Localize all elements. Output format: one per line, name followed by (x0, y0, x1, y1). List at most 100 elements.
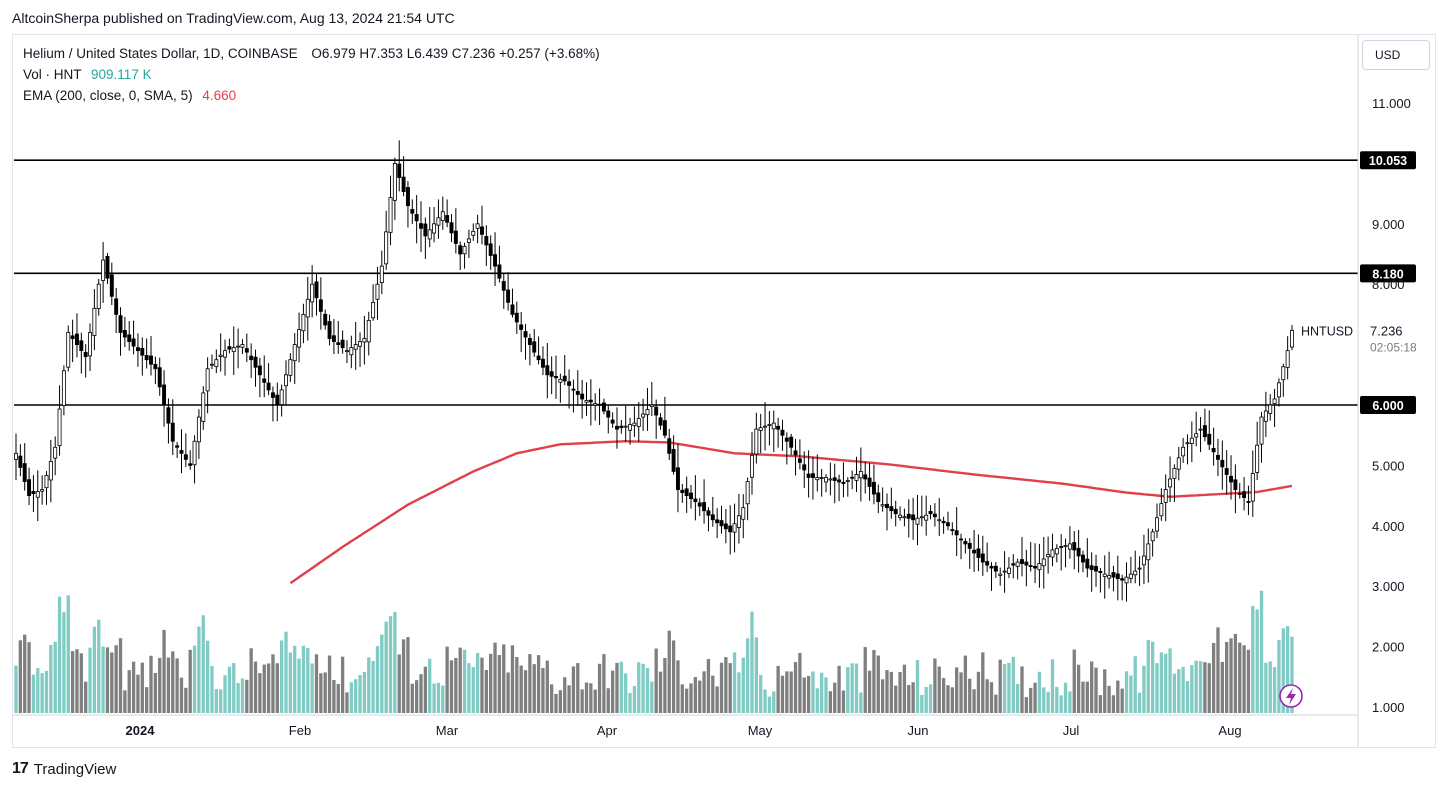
volume-bar (388, 616, 393, 713)
candle (353, 321, 358, 370)
volume-bar (271, 654, 275, 713)
candle-body-down (1072, 542, 1077, 551)
published-line: AltcoinSherpa published on TradingView.c… (12, 10, 455, 26)
volume-bar (114, 645, 118, 713)
volume-bar (554, 693, 558, 713)
candle (96, 279, 101, 316)
candle-body-down (932, 513, 937, 518)
candle-body-up (1141, 555, 1146, 566)
candle (53, 436, 58, 476)
candle-body-down (1080, 554, 1085, 563)
candle-body-down (797, 458, 802, 463)
candle (636, 401, 641, 442)
lightning-icon[interactable] (1279, 684, 1303, 708)
candle-body-down (597, 403, 602, 406)
candle-body-down (445, 215, 450, 223)
candle-body-down (832, 477, 837, 481)
volume-bar (1255, 609, 1259, 713)
candle-body-down (318, 299, 323, 312)
candle (658, 413, 663, 430)
candle (911, 497, 916, 540)
volume-bar (558, 690, 563, 713)
volume-bar (1220, 661, 1224, 713)
volume-bar (933, 658, 937, 713)
time-tick-label: Jun (908, 723, 929, 738)
candle-body-down (506, 289, 511, 303)
candle-body-up (66, 332, 71, 368)
volume-bar (475, 653, 480, 713)
volume-label: Vol · HNT (23, 67, 82, 82)
volume-bar (1229, 638, 1233, 713)
candle-body-up (92, 307, 97, 336)
volume-bar (863, 647, 867, 713)
candle-body-down (571, 388, 576, 391)
candle (893, 500, 898, 527)
candle (1272, 388, 1277, 427)
candle-body-down (1115, 573, 1120, 580)
candle (144, 338, 149, 369)
candle-body-up (1163, 489, 1168, 503)
candle (445, 199, 450, 228)
candle (57, 385, 62, 456)
candle (985, 542, 990, 572)
candle (135, 333, 140, 367)
volume-bar (149, 655, 153, 713)
volume-bar (118, 638, 123, 713)
candle (858, 447, 863, 502)
candle-body-up (297, 329, 302, 348)
volume-bar (1168, 648, 1172, 713)
candle-body-down (244, 348, 249, 353)
volume-bar (924, 686, 928, 713)
candle (571, 379, 576, 413)
candle (776, 417, 781, 448)
candle (1137, 556, 1142, 586)
candle-body-up (1176, 457, 1181, 470)
candle-body-down (1028, 565, 1033, 567)
volume-bar (946, 685, 950, 713)
volume-bar (663, 657, 667, 713)
candle-body-down (257, 365, 262, 376)
currency-button[interactable]: USD (1362, 40, 1430, 70)
candle-body-down (1020, 559, 1024, 564)
candle (1268, 394, 1273, 421)
volume-bar (989, 682, 994, 713)
volume-bar (610, 670, 615, 713)
candle (1011, 554, 1016, 579)
volume-bar (314, 654, 319, 713)
volume-bar (1150, 641, 1155, 713)
candle-body-down (83, 351, 88, 358)
candle (976, 534, 981, 572)
candle-body-down (331, 335, 336, 342)
candle (780, 419, 785, 451)
volume-bar (898, 672, 902, 713)
volume-bar (759, 674, 763, 713)
candle (1124, 562, 1129, 602)
candle-body-down (327, 321, 332, 339)
candle-body-down (793, 450, 798, 456)
candle (1229, 455, 1233, 500)
chart-frame[interactable] (12, 34, 1436, 748)
candle (449, 214, 454, 243)
volume-bar (706, 659, 711, 713)
candle-body-up (1063, 545, 1068, 547)
candle (615, 407, 619, 449)
candle-body-down (562, 375, 567, 382)
volume-bar (393, 611, 397, 713)
candle (715, 508, 720, 539)
candle-body-down (841, 481, 846, 484)
volume-bar (532, 664, 536, 713)
volume-bar (685, 688, 689, 713)
volume-bar (1190, 665, 1194, 713)
candle-body-up (310, 283, 315, 303)
candle (654, 399, 659, 439)
candle-body-up (1185, 442, 1190, 445)
tradingview-logo[interactable]: 17 TradingView (12, 760, 116, 778)
volume-bar (502, 644, 506, 713)
candle (384, 210, 389, 270)
candle (758, 413, 763, 453)
candle (35, 470, 40, 522)
candle-body-down (122, 330, 127, 338)
candle-body-up (1189, 437, 1194, 444)
candle (458, 241, 463, 270)
